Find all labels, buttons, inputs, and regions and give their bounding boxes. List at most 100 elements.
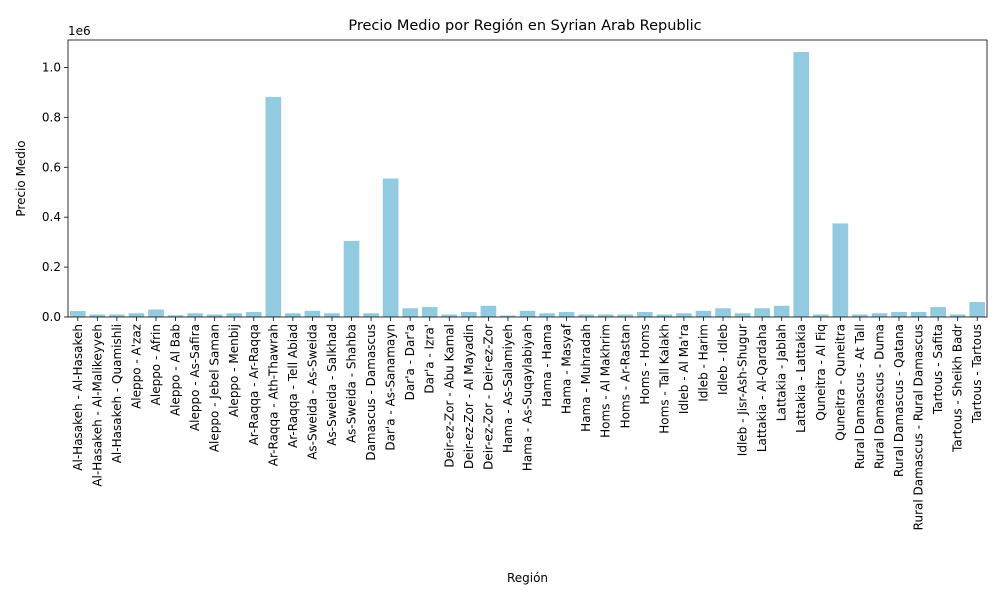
x-tick-label-19: Deir-ez-Zor - Abu Kamal (442, 324, 456, 468)
x-tick-label-31: Idleb - Al Ma'ra (677, 324, 691, 414)
bar-43 (910, 312, 927, 317)
bar-29 (636, 312, 653, 317)
bar-36 (773, 305, 790, 317)
x-tick-label-2: Al-Hasakeh - Quamishli (110, 324, 124, 463)
bar-11 (285, 313, 301, 317)
x-tick-label-20: Deir-ez-Zor - Al Mayadin (462, 324, 476, 469)
bar-28 (617, 314, 634, 317)
bar-35 (754, 308, 770, 317)
bar-22 (500, 315, 516, 317)
x-tick-label-43: Rural Damascus - Rural Damascus (912, 324, 926, 530)
bar-39 (832, 223, 849, 317)
x-axis-label: Región (507, 571, 548, 585)
x-tick-label-41: Rural Damascus - Duma (872, 324, 886, 469)
bar-19 (441, 314, 458, 317)
bar-5 (167, 315, 184, 317)
x-tick-label-29: Homs - Homs (638, 324, 652, 405)
x-tick-label-37: Lattakia - Lattakia (794, 324, 808, 433)
bar-20 (461, 312, 477, 317)
x-tick-label-16: Dar'a - As-Sanamayn (384, 324, 398, 451)
bar-38 (812, 314, 829, 317)
x-tick-label-5: Aleppo - Al Bab (169, 324, 183, 416)
x-tick-label-21: Deir-ez-Zor - Deir-ez-Zor (481, 324, 495, 470)
x-tick-label-45: Tartous - Sheikh Badr (951, 324, 965, 453)
bar-9 (245, 312, 262, 317)
x-tick-label-22: Hama - As-Salamiyeh (501, 324, 515, 453)
bar-21 (480, 305, 497, 317)
y-tick-label-5: 1.0 (42, 60, 61, 74)
y-tick-label-3: 0.6 (42, 160, 61, 174)
bar-46 (969, 302, 986, 317)
bars-group (69, 51, 986, 317)
y-tick-label-1: 0.2 (42, 260, 61, 274)
x-tick-label-40: Rural Damascus - At Tall (853, 324, 867, 469)
x-tick-label-27: Homs - Al Makhrim (599, 324, 613, 438)
y-tick-label-4: 0.8 (42, 110, 61, 124)
bar-45 (949, 314, 966, 317)
x-tick-label-33: Idleb - Idleb (716, 324, 730, 395)
bar-14 (343, 240, 360, 317)
bar-31 (676, 313, 692, 317)
x-tick-label-46: Tartous - Tartous (970, 324, 984, 424)
bar-44 (930, 307, 946, 317)
bar-23 (519, 310, 536, 317)
bar-25 (558, 312, 575, 317)
x-tick-label-36: Lattakia - Jablah (775, 324, 789, 421)
bar-33 (715, 308, 731, 317)
bar-17 (402, 308, 419, 317)
bar-7 (206, 314, 223, 317)
y-axis-offset-label: 1e6 (68, 24, 91, 38)
x-tick-label-4: Aleppo - Afrin (149, 324, 163, 405)
x-tick-label-38: Quneitra - Al Fiq (814, 324, 828, 421)
x-tick-label-23: Hama - As-Suqaylabiyah (521, 324, 535, 471)
bar-15 (363, 313, 379, 317)
bar-3 (128, 313, 145, 317)
x-axis-ticks: Al-Hasakeh - Al-Hasakeh Al-Hasakeh - Al-M… (71, 317, 984, 530)
x-tick-label-0: Al-Hasakeh - Al-Hasakeh (71, 324, 85, 471)
x-tick-label-7: Aleppo - Jebel Saman (208, 324, 222, 452)
x-tick-label-34: Idleb - Jisr-Ash-Shugur (736, 324, 750, 456)
x-tick-label-3: Aleppo - A'zaz (129, 324, 143, 409)
x-tick-label-30: Homs - Tall Kalakh (657, 324, 671, 434)
bar-37 (793, 51, 810, 317)
x-tick-label-25: Hama - Masyaf (560, 323, 574, 414)
bar-2 (109, 314, 125, 317)
x-tick-label-35: Lattakia - Al-Qardaha (755, 324, 769, 452)
x-tick-label-8: Aleppo - Menbij (227, 324, 241, 417)
x-tick-label-1: Al-Hasakeh - Al-Malikeyyeh (90, 324, 104, 487)
bar-0 (69, 311, 86, 317)
y-axis-label: Precio Medio (14, 140, 28, 216)
bar-26 (578, 314, 594, 317)
bar-13 (324, 313, 340, 317)
bar-6 (187, 313, 203, 317)
x-tick-label-12: As-Sweida - As-Sweida (305, 324, 319, 460)
x-tick-label-11: Ar-Raqqa - Tell Abiad (286, 324, 300, 448)
x-tick-label-6: Aleppo - As-Safira (188, 324, 202, 431)
x-tick-label-9: Ar-Raqqa - Ar-Raqqa (247, 324, 261, 445)
x-tick-label-39: Quneitra - Quneitra (833, 324, 847, 441)
bar-40 (852, 314, 868, 317)
bar-10 (265, 96, 282, 317)
x-tick-label-28: Homs - Ar-Rastan (618, 324, 632, 428)
x-tick-label-14: As-Sweida - Shahba (345, 324, 359, 443)
plot-frame (67, 39, 988, 318)
bar-4 (148, 309, 164, 317)
bar-12 (304, 310, 321, 317)
bar-34 (734, 313, 751, 317)
chart-title: Precio Medio por Región en Syrian Arab R… (348, 18, 701, 34)
x-tick-label-10: Ar-Raqqa - Ath-Thawrah (266, 324, 280, 466)
bar-1 (89, 314, 106, 317)
x-tick-label-42: Rural Damascus - Qatana (892, 324, 906, 477)
bar-18 (421, 307, 438, 317)
x-tick-label-13: As-Sweida - Salkhad (325, 324, 339, 446)
y-tick-label-0: 0.0 (42, 310, 61, 324)
y-tick-label-2: 0.4 (42, 210, 61, 224)
bar-41 (871, 313, 888, 317)
x-tick-label-24: Hama - Hama (540, 324, 554, 407)
bar-27 (597, 314, 614, 317)
bar-42 (891, 312, 907, 317)
x-tick-label-32: Idleb - Harim (696, 324, 710, 402)
bar-16 (382, 178, 399, 317)
x-tick-label-15: Damascus - Damascus (364, 324, 378, 461)
